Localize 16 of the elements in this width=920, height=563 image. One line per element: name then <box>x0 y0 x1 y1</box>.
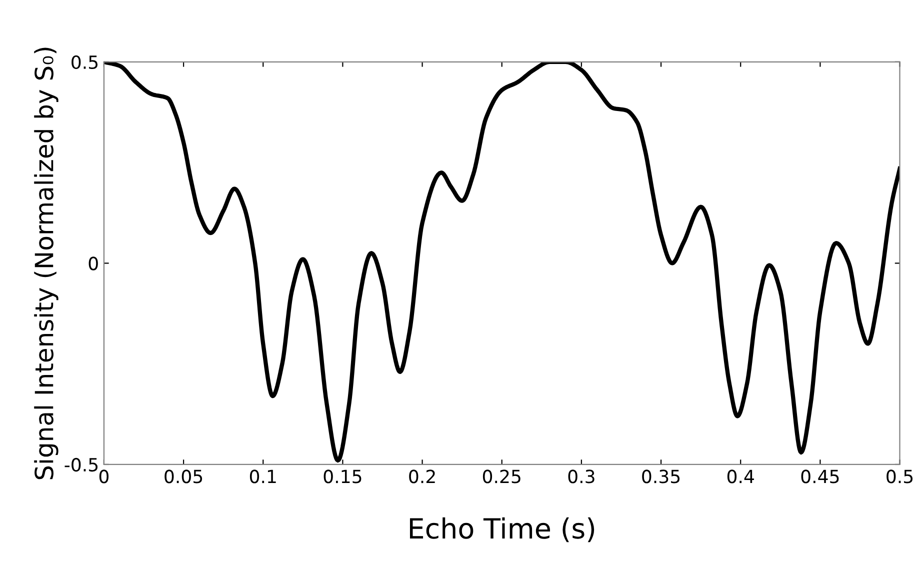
y-tick-label: 0.5 <box>72 55 98 70</box>
x-tick-label: 0.2 <box>409 470 435 484</box>
x-tick-label: 0.1 <box>250 470 276 484</box>
y-axis-title: Signal Intensity (Normalized by S₀) <box>34 48 58 480</box>
x-tick-label: 0.4 <box>727 470 754 484</box>
x-tick-label: 0.05 <box>164 470 202 484</box>
y-tick-label: -0.5 <box>64 458 98 472</box>
y-tick-label: 0 <box>88 256 98 270</box>
x-tick-label: 0.25 <box>482 470 520 484</box>
x-tick-label: 0 <box>99 470 109 484</box>
x-axis-title: Echo Time (s) <box>410 517 594 542</box>
x-tick-label: 0.15 <box>324 470 362 484</box>
x-tick-label: 0.45 <box>801 470 839 484</box>
x-tick-label: 0.35 <box>642 470 680 484</box>
x-tick-label: 0.3 <box>568 470 594 484</box>
x-tick-label: 0.5 <box>886 470 913 484</box>
